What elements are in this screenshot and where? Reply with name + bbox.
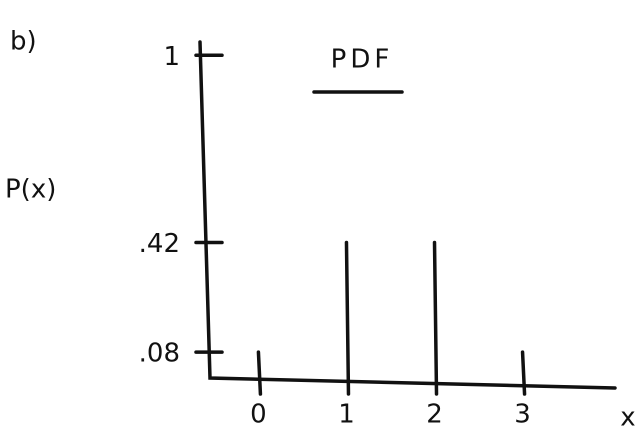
y-tick-label: 1 (163, 42, 180, 72)
x-tick-label: 1 (338, 400, 355, 430)
x-tick-label: 3 (514, 400, 531, 430)
x-tick-label: 0 (250, 400, 267, 430)
chart-title: PDF (331, 45, 394, 75)
x-tick-label: 2 (426, 400, 443, 430)
y-tick-label: .42 (139, 229, 180, 259)
stem (432, 240, 439, 396)
stem (256, 350, 263, 396)
x-axis-label: x (620, 403, 635, 433)
stem (344, 240, 351, 396)
stem (520, 350, 527, 396)
y-tick-label: .08 (139, 339, 180, 369)
y-axis-label: P(x) (5, 175, 56, 205)
axes (198, 40, 617, 390)
annotation: b) (10, 27, 37, 57)
